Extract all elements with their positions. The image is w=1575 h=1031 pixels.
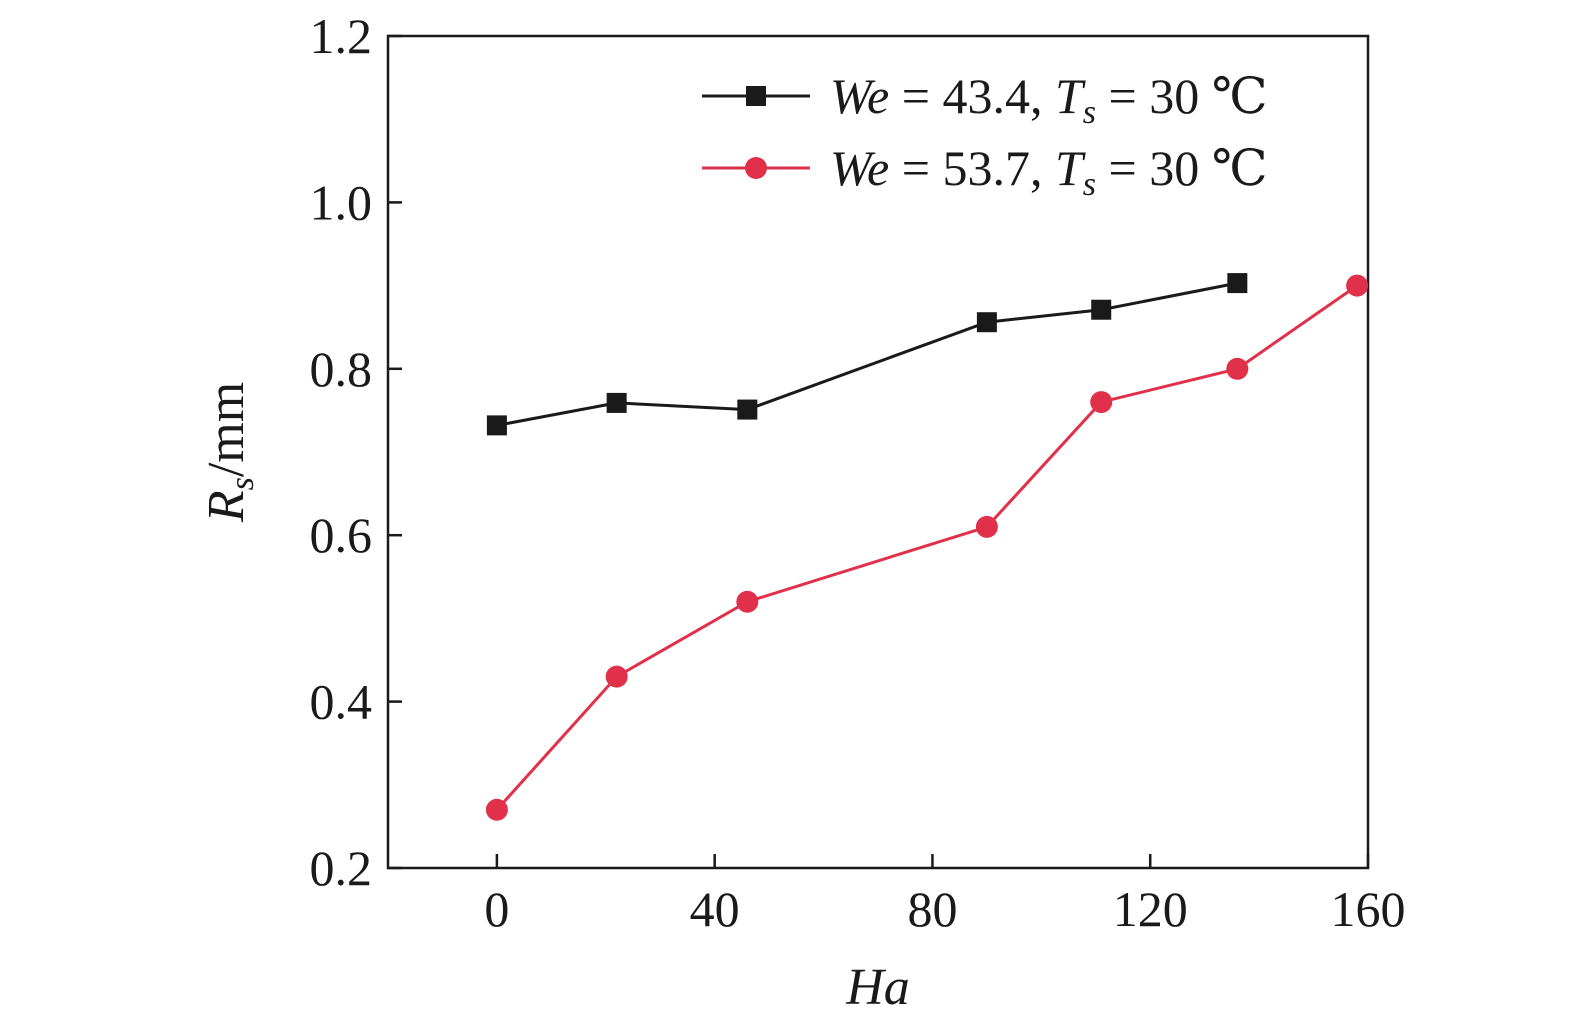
legend-item: We = 43.4, Ts = 30 ℃ xyxy=(702,68,1268,131)
data-point-circle xyxy=(1090,391,1113,414)
series-layer xyxy=(485,273,1369,821)
data-point-square xyxy=(737,399,758,420)
series-line xyxy=(496,281,1238,427)
y-tick-label: 0.8 xyxy=(310,341,373,397)
y-tick-label: 0.6 xyxy=(310,507,373,563)
data-point-square xyxy=(1091,299,1112,320)
x-axis-ticks: 0 40 80 120 160 xyxy=(484,854,1406,937)
data-point-circle xyxy=(975,515,998,538)
legend-item: We = 53.7, Ts = 30 ℃ xyxy=(702,140,1268,203)
data-point-square xyxy=(486,415,507,436)
data-point-circle xyxy=(1226,357,1249,380)
y-axis-title: Rs/mm xyxy=(198,382,261,523)
y-tick-label: 1.2 xyxy=(310,8,373,64)
x-tick-label: 160 xyxy=(1331,881,1406,937)
axis-titles: Ha Rs/mm xyxy=(198,382,910,1016)
data-point-square xyxy=(976,312,997,333)
y-axis-ticks: 0.2 0.4 0.6 0.8 1.0 1.2 xyxy=(310,8,402,896)
y-tick-label: 0.4 xyxy=(310,674,373,730)
x-tick-label: 80 xyxy=(907,881,957,937)
legend-marker-circle xyxy=(745,157,767,179)
legend: We = 43.4, Ts = 30 ℃ We = 53.7, Ts = 30 ℃ xyxy=(702,68,1268,203)
plot-frame xyxy=(386,34,1370,870)
legend-label: We = 53.7, Ts = 30 ℃ xyxy=(830,140,1268,203)
series-2 xyxy=(485,274,1369,821)
data-point-square xyxy=(1227,273,1248,294)
data-point-square xyxy=(606,392,627,413)
x-tick-label: 40 xyxy=(690,881,740,937)
data-point-circle xyxy=(736,590,759,613)
data-point-circle xyxy=(605,665,628,688)
data-point-circle xyxy=(485,798,508,821)
x-tick-label: 0 xyxy=(484,881,509,937)
legend-marker-square xyxy=(746,86,766,106)
x-tick-label: 120 xyxy=(1113,881,1188,937)
y-tick-label: 1.0 xyxy=(310,174,373,230)
y-tick-label: 0.2 xyxy=(310,840,373,896)
series-1 xyxy=(486,273,1248,436)
x-axis-title: Ha xyxy=(845,959,910,1016)
legend-label: We = 43.4, Ts = 30 ℃ xyxy=(830,68,1268,131)
data-point-circle xyxy=(1346,274,1369,297)
